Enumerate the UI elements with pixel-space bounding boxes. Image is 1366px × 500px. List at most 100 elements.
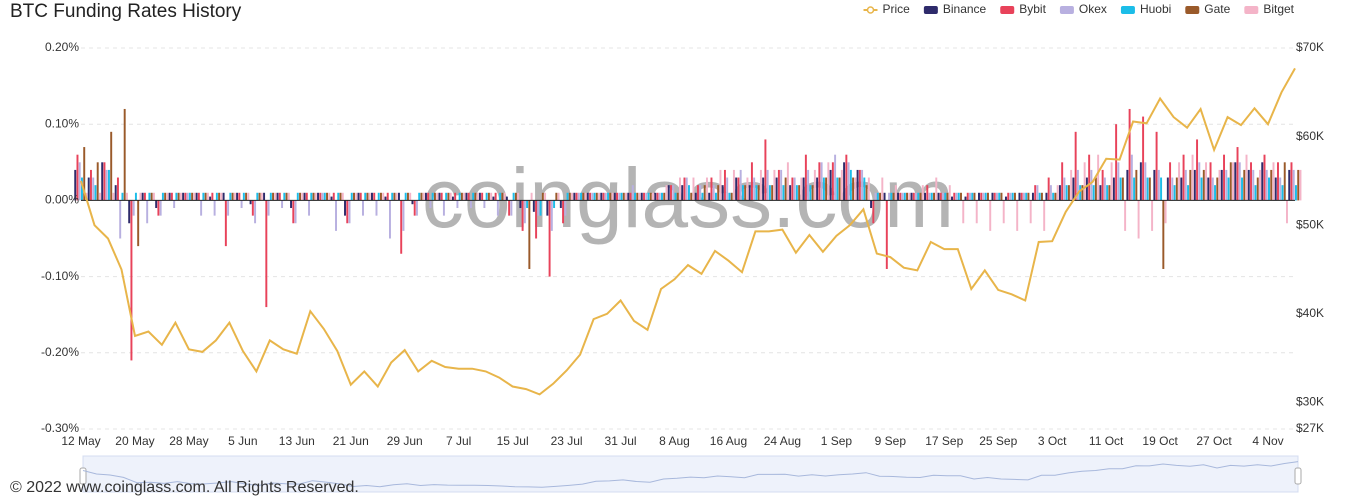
bar	[260, 192, 263, 201]
x-tick-label: 3 Oct	[1038, 434, 1067, 448]
zoom-handle[interactable]	[1294, 467, 1302, 485]
bar	[901, 192, 904, 201]
bar	[123, 108, 126, 201]
bar	[229, 192, 232, 201]
bar	[1045, 192, 1048, 201]
bar	[598, 192, 601, 201]
bar	[665, 185, 668, 201]
bar	[391, 192, 394, 201]
bar	[1254, 185, 1257, 201]
bar	[1155, 131, 1158, 201]
bar	[548, 200, 551, 277]
bar	[800, 177, 803, 201]
bar	[573, 192, 576, 201]
x-tick-label: 31 Jul	[605, 434, 637, 448]
bar	[517, 192, 520, 201]
bar	[681, 185, 684, 201]
bar	[1074, 131, 1077, 201]
legend-item[interactable]: Okex	[1059, 2, 1107, 16]
bar	[510, 200, 513, 216]
x-tick-label: 28 May	[169, 434, 208, 448]
bar	[371, 192, 373, 201]
bar	[759, 169, 762, 201]
zoom-handle[interactable]	[79, 467, 87, 485]
bar	[571, 192, 574, 201]
bar	[285, 192, 288, 201]
bar	[78, 162, 81, 201]
bar	[274, 192, 277, 201]
bar	[530, 192, 533, 201]
bar	[1148, 177, 1151, 201]
y-tick-label: 0.10%	[45, 116, 79, 130]
bar	[478, 192, 481, 201]
bar	[1139, 162, 1142, 201]
bar	[1083, 162, 1086, 201]
bar	[995, 192, 998, 201]
bar	[568, 192, 571, 201]
y-tick-label: 0.20%	[45, 40, 79, 54]
y2-tick-label: $27K	[1296, 421, 1324, 435]
bar	[852, 177, 855, 201]
bar	[865, 185, 868, 201]
bar	[649, 192, 652, 201]
bar	[344, 200, 346, 216]
bar	[1047, 177, 1050, 201]
bar	[238, 192, 241, 201]
bar	[388, 200, 391, 239]
bar	[1157, 169, 1160, 201]
bar	[1034, 185, 1037, 201]
bar	[1103, 177, 1106, 201]
bar	[328, 192, 331, 201]
bar	[213, 200, 216, 216]
legend-item[interactable]: Price	[863, 2, 911, 16]
bar	[910, 192, 913, 201]
bar	[1274, 177, 1277, 201]
bar	[1283, 162, 1286, 201]
bar	[319, 192, 322, 201]
bar	[595, 192, 598, 201]
bar	[818, 162, 821, 201]
bar	[793, 177, 796, 201]
x-tick-label: 4 Nov	[1252, 434, 1283, 448]
bar	[465, 192, 468, 201]
bar	[335, 200, 337, 231]
bar	[980, 192, 983, 201]
bar	[555, 192, 558, 201]
bar	[584, 192, 587, 201]
legend-item[interactable]: Gate	[1185, 2, 1231, 16]
bar	[636, 192, 639, 201]
bar	[1040, 192, 1043, 201]
bar	[269, 192, 272, 201]
bar	[1099, 185, 1102, 201]
bar	[739, 169, 742, 201]
bar	[173, 200, 176, 209]
bar	[604, 192, 607, 201]
legend-item[interactable]: Binance	[923, 2, 987, 16]
bar	[1277, 162, 1279, 201]
bar	[1031, 192, 1034, 201]
bar	[1173, 185, 1176, 201]
bar	[1229, 162, 1232, 201]
bar	[1130, 154, 1133, 201]
bar	[1191, 154, 1194, 201]
bar	[1022, 192, 1025, 201]
bar	[1196, 139, 1199, 201]
bar	[92, 177, 95, 201]
bar	[362, 200, 364, 216]
legend-item[interactable]: Bybit	[1000, 2, 1047, 16]
bar	[654, 192, 657, 201]
bar	[134, 192, 137, 201]
bar	[112, 192, 115, 201]
bar	[184, 192, 187, 201]
bar	[1288, 169, 1291, 201]
bar	[81, 177, 83, 201]
legend-item[interactable]: Huobi	[1120, 2, 1171, 16]
bar	[582, 192, 585, 201]
legend-item[interactable]: Bitget	[1244, 2, 1295, 16]
bar	[618, 192, 621, 201]
bar	[647, 192, 650, 201]
bar	[326, 192, 328, 201]
bar	[1263, 154, 1266, 201]
bar	[249, 200, 252, 205]
